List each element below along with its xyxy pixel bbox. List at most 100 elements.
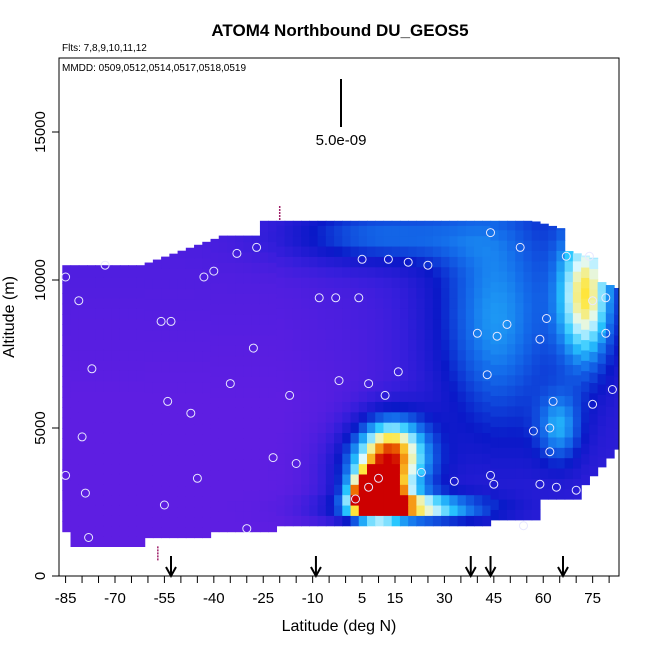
heatmap-cell bbox=[432, 504, 442, 516]
heatmap-cell bbox=[284, 453, 294, 465]
heatmap-cell bbox=[457, 422, 467, 434]
heatmap-cell bbox=[358, 494, 368, 506]
heatmap-cell bbox=[62, 355, 72, 367]
sample-point bbox=[61, 470, 71, 480]
heatmap-cell bbox=[350, 256, 360, 268]
heatmap-cell bbox=[218, 251, 228, 263]
heatmap-cell bbox=[78, 297, 88, 309]
heatmap-cell bbox=[251, 479, 261, 491]
sample-point bbox=[166, 316, 176, 326]
heatmap-cell bbox=[119, 318, 129, 330]
heatmap-cell bbox=[334, 504, 343, 516]
heatmap-cell bbox=[399, 297, 409, 309]
heatmap-cell bbox=[251, 345, 261, 357]
heatmap-cell bbox=[342, 401, 352, 413]
heatmap-cell bbox=[515, 395, 525, 407]
heatmap-cell bbox=[498, 343, 508, 355]
heatmap-cell bbox=[416, 463, 426, 475]
heatmap-cell bbox=[367, 473, 376, 485]
heatmap-cell bbox=[62, 448, 72, 460]
heatmap-cell bbox=[399, 391, 409, 402]
heatmap-cell bbox=[276, 266, 286, 278]
heatmap-cell bbox=[210, 417, 220, 429]
heatmap-cell bbox=[161, 454, 170, 466]
heatmap-cell bbox=[564, 312, 574, 324]
heatmap-cell bbox=[103, 359, 113, 371]
heatmap-cell bbox=[161, 506, 170, 518]
heatmap-cell bbox=[367, 391, 376, 402]
heatmap-cell bbox=[449, 515, 459, 527]
heatmap-cell bbox=[144, 454, 154, 466]
heatmap-cell bbox=[482, 277, 492, 288]
heatmap-cell bbox=[235, 251, 245, 263]
heatmap-cell bbox=[572, 302, 582, 314]
heatmap-cell bbox=[202, 340, 212, 352]
heatmap-cell bbox=[399, 359, 409, 371]
heatmap-cell bbox=[111, 463, 121, 475]
sample-point bbox=[80, 488, 90, 498]
heatmap-cell bbox=[210, 272, 220, 284]
heatmap-cell bbox=[548, 271, 558, 283]
heatmap-cell bbox=[62, 272, 72, 284]
heatmap-cell bbox=[391, 287, 401, 299]
heatmap-cell bbox=[539, 250, 549, 262]
heatmap-cell bbox=[350, 349, 360, 361]
heatmap-cell bbox=[119, 504, 129, 516]
heatmap-cell bbox=[474, 256, 483, 268]
heatmap-cell bbox=[119, 494, 129, 506]
heatmap-cell bbox=[276, 235, 286, 247]
heatmap-cell bbox=[111, 359, 121, 371]
heatmap-cell bbox=[95, 432, 105, 444]
heatmap-cell bbox=[614, 345, 619, 357]
heatmap-cell bbox=[136, 411, 146, 423]
heatmap-cell bbox=[103, 536, 113, 547]
heatmap-cell bbox=[301, 235, 310, 247]
heatmap-cell bbox=[317, 494, 327, 506]
sample-point bbox=[502, 319, 512, 329]
heatmap-cell bbox=[202, 402, 212, 414]
heatmap-cell bbox=[589, 465, 599, 477]
heatmap-cell bbox=[408, 339, 418, 351]
heatmap-cell bbox=[210, 428, 220, 439]
heatmap-cell bbox=[284, 504, 294, 516]
heatmap-cell bbox=[515, 281, 525, 293]
heatmap-cell bbox=[399, 266, 409, 278]
heatmap-cell bbox=[210, 521, 220, 533]
heatmap-cell bbox=[317, 349, 327, 361]
heatmap-cell bbox=[177, 454, 187, 466]
heatmap-cell bbox=[424, 308, 434, 320]
heatmap-cell bbox=[185, 278, 195, 290]
heatmap-cell bbox=[572, 253, 582, 262]
heatmap-cell bbox=[391, 494, 401, 506]
heatmap-cell bbox=[449, 297, 459, 309]
heatmap-cell bbox=[111, 473, 121, 485]
heatmap-cell bbox=[119, 473, 129, 485]
heatmap-cell bbox=[284, 484, 294, 496]
heatmap-cell bbox=[474, 318, 483, 330]
heatmap-cell bbox=[227, 386, 236, 398]
heatmap-cell bbox=[342, 266, 352, 278]
heatmap-cell bbox=[548, 333, 558, 345]
heatmap-cell bbox=[87, 536, 96, 547]
heatmap-cell bbox=[334, 473, 343, 485]
heatmap-cell bbox=[152, 259, 162, 269]
heatmap-cell bbox=[548, 467, 558, 479]
heatmap-cell bbox=[523, 499, 533, 510]
heatmap-cell bbox=[605, 285, 615, 293]
heatmap-cell bbox=[350, 245, 360, 257]
heatmap-cell bbox=[292, 266, 302, 278]
heatmap-cell bbox=[334, 287, 343, 299]
heatmap-cell bbox=[87, 370, 96, 382]
heatmap-cell bbox=[416, 220, 426, 226]
heatmap-cell bbox=[457, 297, 467, 309]
heatmap-cell bbox=[564, 333, 574, 345]
heatmap-cell bbox=[227, 355, 236, 367]
heatmap-cell bbox=[70, 370, 80, 382]
heatmap-cell bbox=[309, 225, 319, 237]
heatmap-cell bbox=[531, 457, 541, 469]
heatmap-cell bbox=[325, 473, 335, 485]
heatmap-cell bbox=[342, 339, 352, 351]
heatmap-cell bbox=[465, 308, 475, 320]
heatmap-cell bbox=[474, 245, 483, 257]
heatmap-cell bbox=[136, 391, 146, 402]
